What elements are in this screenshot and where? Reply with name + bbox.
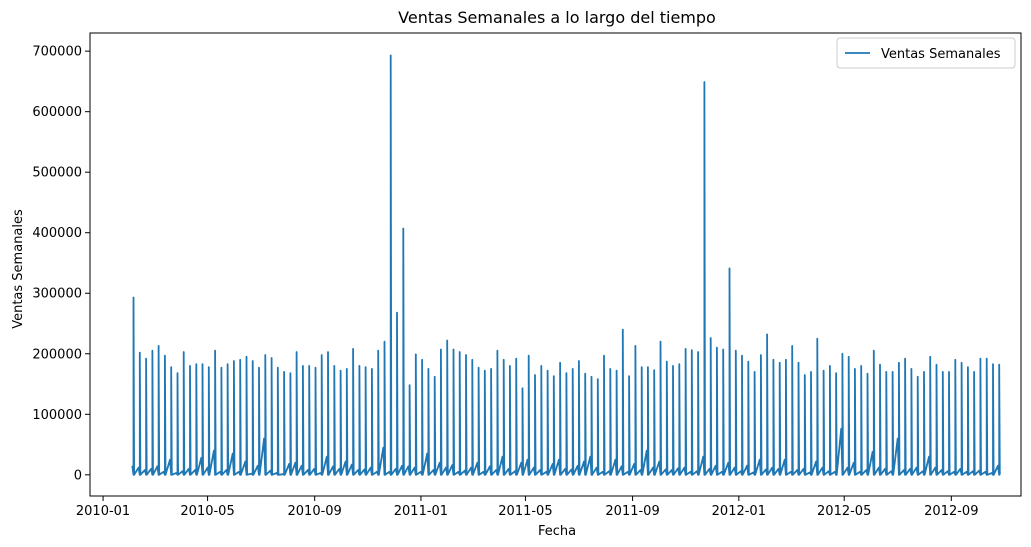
x-tick-label: 2010-09 [288, 504, 342, 519]
x-tick-label: 2010-01 [76, 504, 130, 519]
x-tick-label: 2012-01 [712, 504, 766, 519]
y-tick-label: 600000 [32, 105, 82, 120]
x-tick-label: 2010-05 [180, 504, 234, 519]
y-axis-title: Ventas Semanales [11, 209, 26, 329]
x-tick-label: 2011-05 [498, 504, 552, 519]
series-line-ventas-semanales [131, 54, 1001, 476]
legend-box [836, 37, 1016, 69]
y-tick-label: 200000 [32, 347, 82, 362]
series-group [131, 54, 1001, 476]
axes-group: 0 100000 200000 300000 400000 500000 600000 700… [32, 32, 1022, 519]
x-tick-label: 2011-01 [394, 504, 448, 519]
legend-label: Ventas Semanales [881, 47, 1001, 62]
y-tick-label: 300000 [32, 287, 82, 302]
y-tick-label: 500000 [32, 166, 82, 181]
legend: Ventas Semanales [836, 37, 1016, 69]
x-axis-title: Fecha [538, 524, 576, 539]
y-tick-label: 700000 [32, 45, 82, 60]
y-tick-label: 400000 [32, 226, 82, 241]
y-tick-label: 100000 [32, 408, 82, 423]
plot-frame [89, 32, 1022, 497]
chart-title: Ventas Semanales a lo largo del tiempo [398, 8, 716, 27]
x-tick-label: 2012-05 [817, 504, 871, 519]
x-tick-label: 2011-09 [605, 504, 659, 519]
x-tick-label: 2012-09 [924, 504, 978, 519]
y-tick-label: 0 [74, 468, 82, 483]
